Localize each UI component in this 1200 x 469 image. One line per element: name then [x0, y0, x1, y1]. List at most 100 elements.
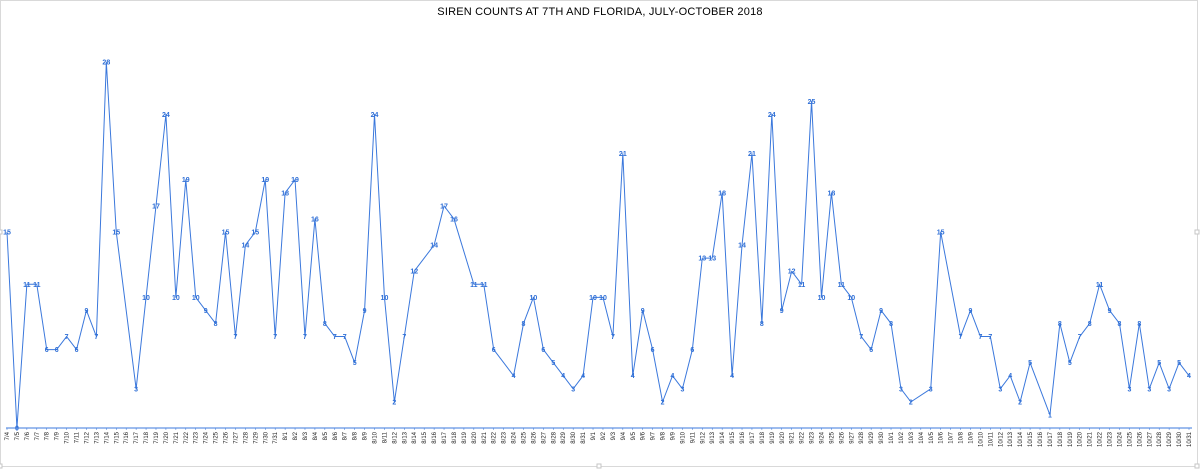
x-tick-label: 8/29 — [561, 431, 567, 443]
x-tick-label: 10/17 — [1048, 431, 1054, 447]
data-label: 7 — [94, 334, 98, 341]
x-tick-label: 9/2 — [601, 431, 607, 440]
data-label: 18 — [281, 190, 289, 197]
data-label: 9 — [1108, 308, 1112, 315]
x-tick-label: 7/16 — [124, 431, 130, 443]
x-tick-label: 10/3 — [909, 431, 915, 443]
x-tick-label: 8/5 — [323, 431, 329, 440]
x-tick-label: 9/4 — [621, 431, 627, 440]
x-tick-label: 10/7 — [949, 431, 955, 443]
x-tick-label: 10/19 — [1068, 431, 1074, 447]
x-tick-label: 8/23 — [502, 431, 508, 443]
x-tick-label: 7/30 — [263, 431, 269, 443]
x-tick-label: 7/28 — [243, 431, 249, 443]
data-label: 15 — [222, 230, 230, 237]
resize-handle-left[interactable] — [0, 229, 3, 235]
data-label: 7 — [303, 334, 307, 341]
x-tick-label: 10/29 — [1167, 431, 1173, 447]
x-tick-label: 9/23 — [810, 431, 816, 443]
x-tick-label: 9/7 — [651, 431, 657, 440]
series-line-group — [6, 61, 1190, 429]
data-label: 4 — [1187, 373, 1191, 380]
x-tick-label: 9/1 — [591, 431, 597, 440]
data-label: 8 — [760, 321, 764, 328]
x-tick-label: 9/10 — [680, 431, 686, 443]
x-tick-label: 7/25 — [214, 431, 220, 443]
data-label: 7 — [859, 334, 863, 341]
resize-handle-bottom[interactable] — [596, 463, 602, 469]
data-label: 10 — [599, 295, 607, 302]
data-label: 3 — [899, 386, 903, 393]
x-tick-label: 9/14 — [720, 431, 726, 443]
x-tick-label: 9/16 — [740, 431, 746, 443]
data-label: 4 — [631, 373, 635, 380]
data-label: 10 — [192, 295, 200, 302]
x-tick-label: 8/30 — [571, 431, 577, 443]
data-label: 6 — [869, 347, 873, 354]
data-label: 9 — [363, 308, 367, 315]
x-tick-label: 8/16 — [432, 431, 438, 443]
resize-handle-bottom-left[interactable] — [0, 463, 3, 469]
data-label: 3 — [998, 386, 1002, 393]
resize-handle-bottom-right[interactable] — [1194, 463, 1200, 469]
x-tick-label: 9/29 — [869, 431, 875, 443]
data-label: 4 — [1008, 373, 1012, 380]
x-tick-label: 10/28 — [1157, 431, 1163, 447]
x-tick-label: 7/31 — [273, 431, 279, 443]
x-tick-label: 7/10 — [65, 431, 71, 443]
x-tick-label: 9/19 — [770, 431, 776, 443]
data-label: 7 — [343, 334, 347, 341]
x-tick-label: 8/11 — [382, 431, 388, 443]
data-label: 13 — [698, 256, 706, 263]
x-tick-label: 9/18 — [760, 431, 766, 443]
x-tick-label: 7/26 — [224, 431, 230, 443]
data-label: 13 — [708, 256, 716, 263]
x-tick-label: 8/25 — [522, 431, 528, 443]
data-label: 7 — [333, 334, 337, 341]
data-label: 17 — [152, 203, 160, 210]
x-tick-label: 9/21 — [790, 431, 796, 443]
x-tick-label: 7/5 — [15, 431, 21, 440]
data-label: 10 — [142, 295, 150, 302]
data-label: 9 — [780, 308, 784, 315]
data-label: 7 — [978, 334, 982, 341]
x-tick-label: 8/18 — [452, 431, 458, 443]
data-label: 2 — [661, 399, 665, 406]
resize-handle-right[interactable] — [1194, 229, 1200, 235]
data-label: 14 — [430, 243, 438, 250]
data-label: 3 — [1167, 386, 1171, 393]
x-tick-label: 10/12 — [998, 431, 1004, 447]
x-tick-label: 10/23 — [1108, 431, 1114, 447]
x-tick-label: 10/18 — [1058, 431, 1064, 447]
x-tick-label: 9/15 — [730, 431, 736, 443]
x-tick-label: 10/8 — [959, 431, 965, 443]
x-tick-label: 9/11 — [690, 431, 696, 443]
x-tick-label: 7/18 — [144, 431, 150, 443]
x-tick-label: 10/31 — [1187, 431, 1193, 447]
data-label: 6 — [45, 347, 49, 354]
data-label: 12 — [788, 269, 796, 276]
x-tick-label: 8/14 — [412, 431, 418, 443]
x-tick-label: 10/16 — [1038, 431, 1044, 447]
x-tick-label: 9/8 — [661, 431, 667, 440]
x-tick-label: 10/15 — [1028, 431, 1034, 447]
data-label: 5 — [1068, 360, 1072, 367]
data-label: 11 — [798, 282, 806, 289]
data-label: 24 — [162, 112, 170, 119]
data-label: 7 — [273, 334, 277, 341]
x-tick-label: 10/6 — [939, 431, 945, 443]
data-label: 10 — [847, 295, 855, 302]
data-label: 3 — [1147, 386, 1151, 393]
data-label: 15 — [3, 230, 11, 237]
x-tick-label: 10/27 — [1147, 431, 1153, 447]
data-label: 18 — [828, 190, 836, 197]
data-label: 3 — [929, 386, 933, 393]
x-tick-label: 10/10 — [978, 431, 984, 447]
x-tick-label: 7/11 — [75, 431, 81, 443]
x-tick-label: 9/9 — [671, 431, 677, 440]
x-tick-label: 8/9 — [363, 431, 369, 440]
x-tick-label: 10/25 — [1127, 431, 1133, 447]
data-label: 5 — [1177, 360, 1181, 367]
data-label-group: 1501111667697281531017241019109815714151… — [3, 60, 1191, 433]
x-tick-label: 7/6 — [25, 431, 31, 440]
